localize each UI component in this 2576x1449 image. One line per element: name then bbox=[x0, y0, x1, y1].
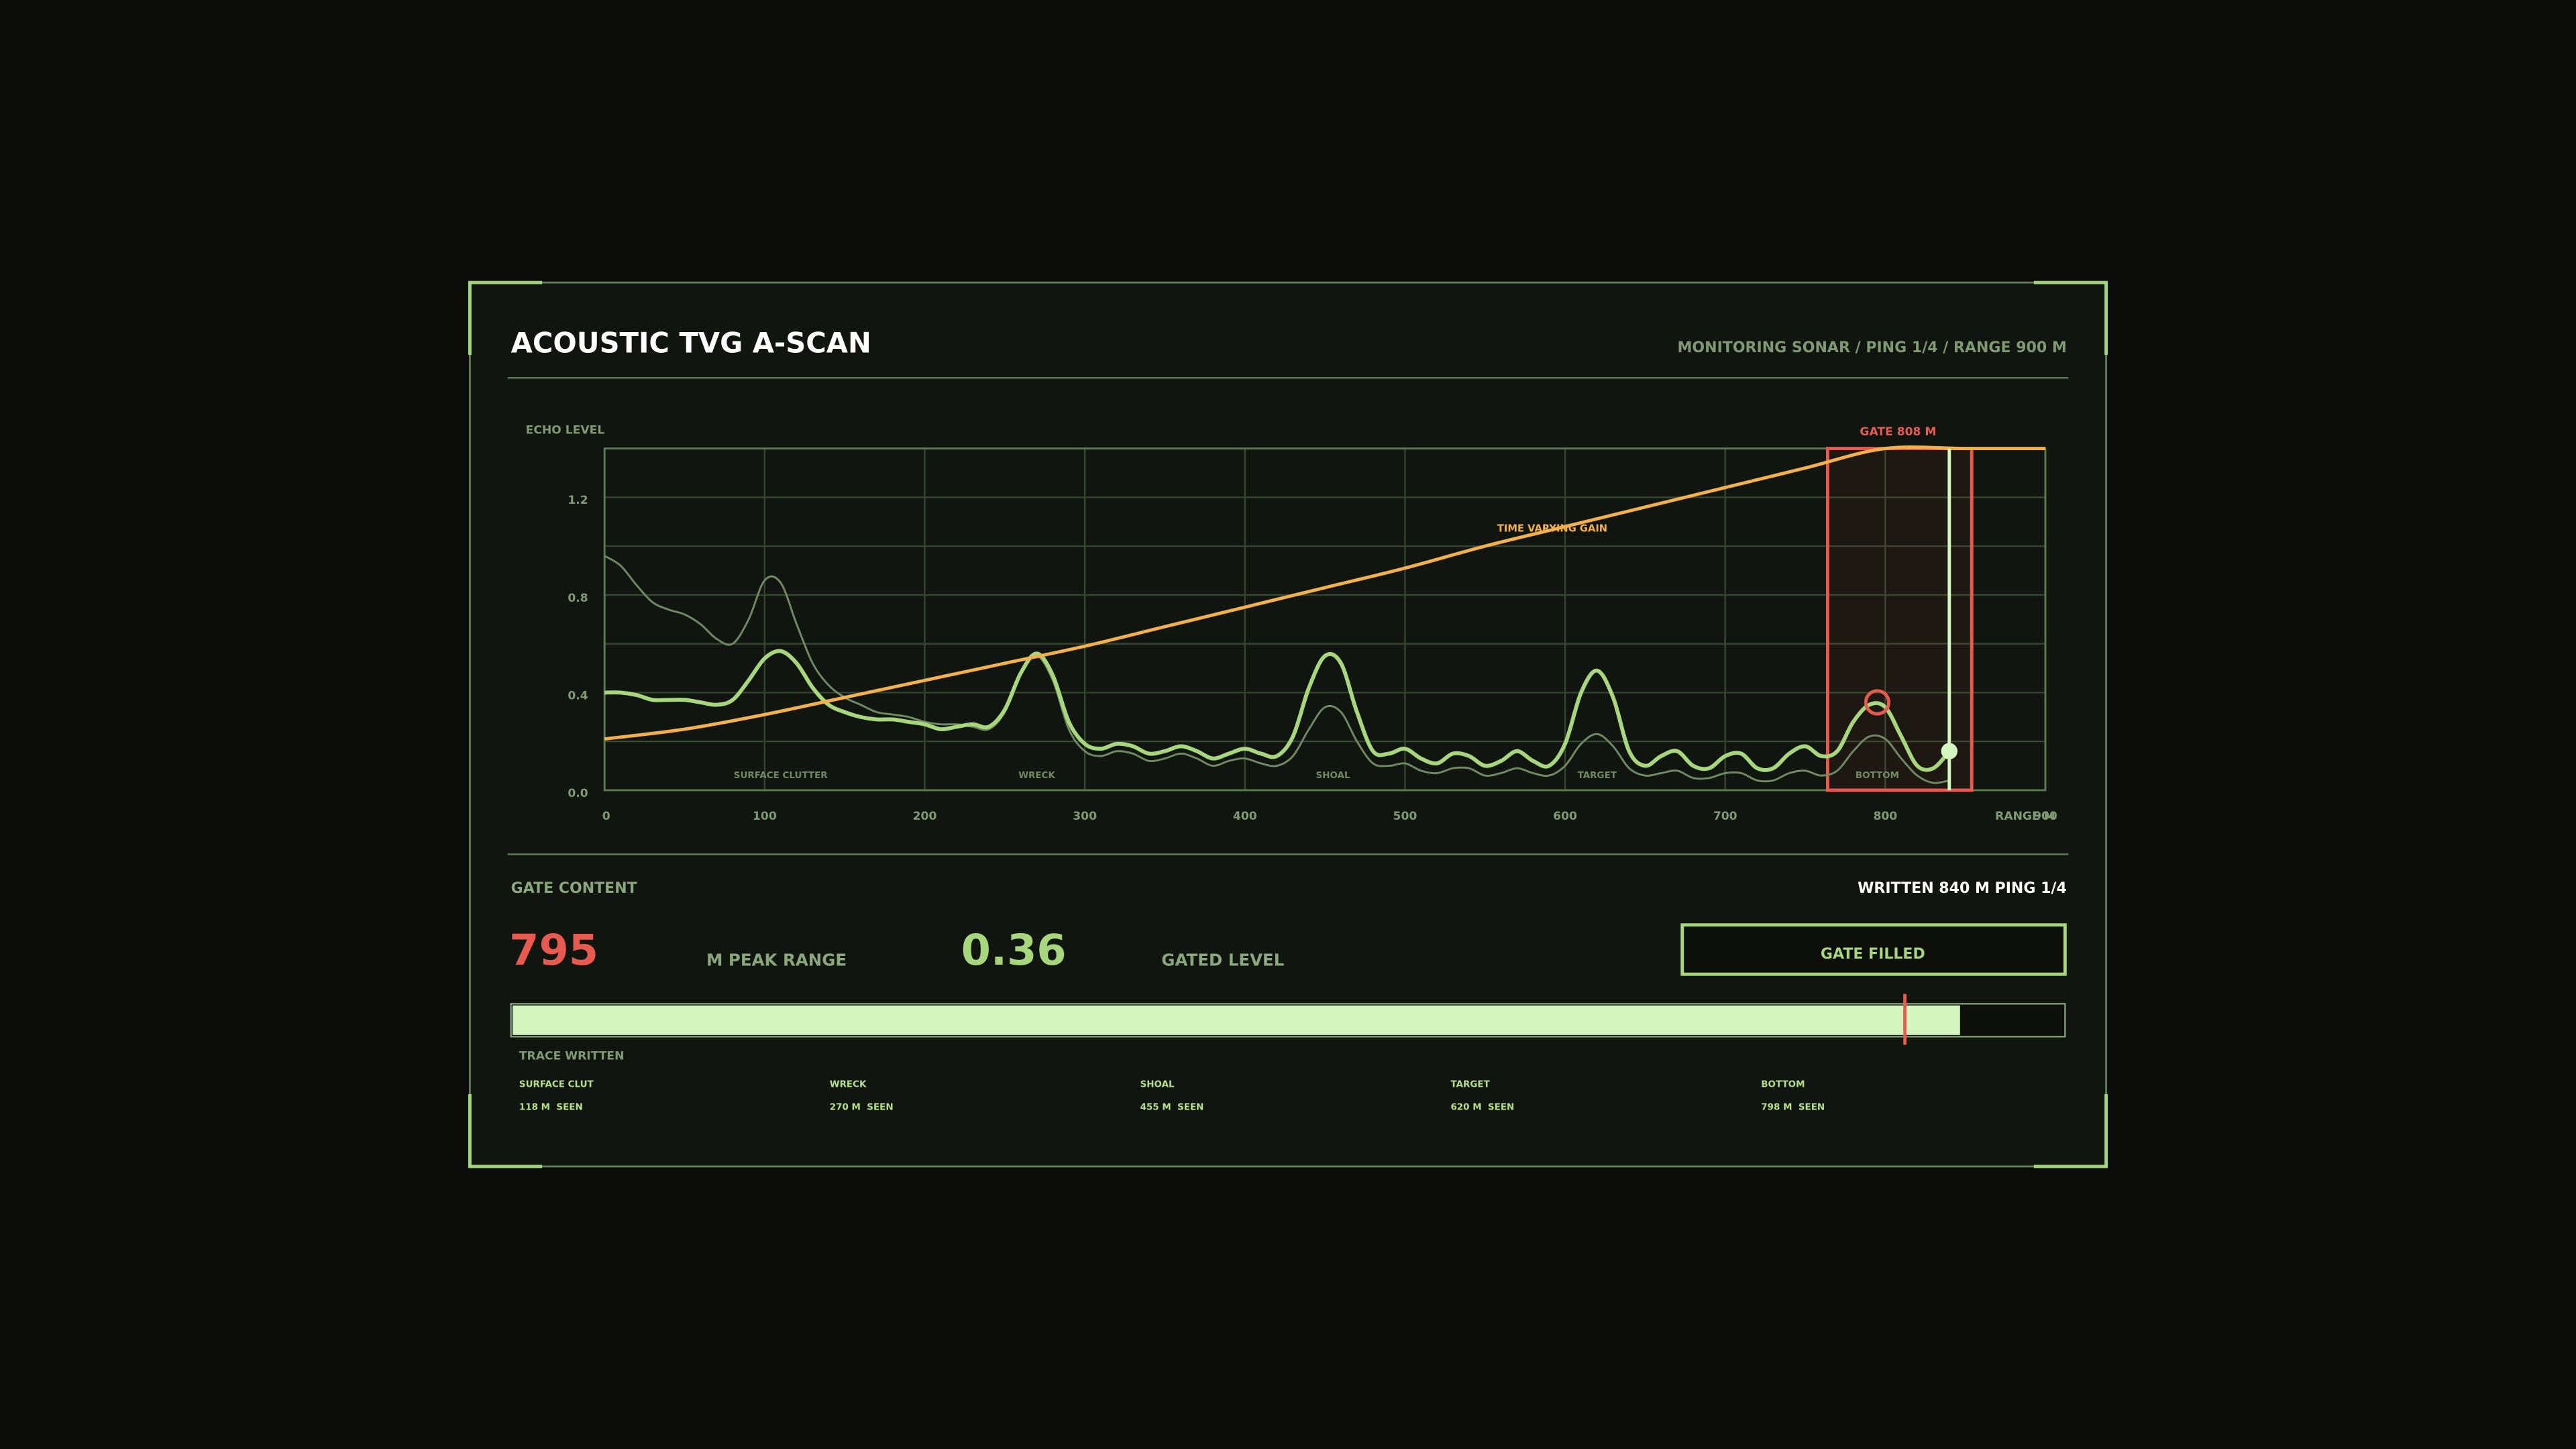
y-tick-label: 1.2 bbox=[568, 494, 588, 507]
y-tick-label: 0.4 bbox=[568, 689, 588, 702]
y-tick-label: 0.8 bbox=[568, 592, 588, 605]
region-label: SHOAL bbox=[1316, 771, 1350, 781]
item-label: SHOAL bbox=[1140, 1079, 1175, 1089]
region-label: WRECK bbox=[1018, 771, 1055, 781]
button-label[interactable]: GATE FILLED bbox=[1821, 946, 1925, 963]
x-tick-label: 900 bbox=[2033, 810, 2057, 823]
cursor-dot bbox=[1941, 743, 1958, 759]
item-value: 270 M SEEN bbox=[830, 1103, 894, 1113]
status: MONITORING SONAR / PING 1/4 / RANGE 900 … bbox=[1678, 339, 2067, 356]
item-value: 118 M SEEN bbox=[519, 1103, 583, 1113]
item-label: SURFACE CLUT bbox=[519, 1079, 594, 1089]
x-tick-label: 0 bbox=[602, 810, 610, 823]
trace-line bbox=[604, 649, 1951, 772]
item-label: TARGET bbox=[1450, 1079, 1490, 1089]
progress-fill bbox=[513, 1005, 1960, 1035]
peak-range: 795 bbox=[509, 926, 598, 975]
readout-status: WRITTEN 840 M PING 1/4 bbox=[1858, 880, 2067, 897]
plot-frame bbox=[603, 447, 2047, 792]
y-axis-label: ECHO LEVEL bbox=[526, 424, 605, 437]
readout-title: GATE CONTENT bbox=[511, 880, 637, 897]
x-tick-label: 700 bbox=[1713, 810, 1737, 823]
item-label: BOTTOM bbox=[1761, 1079, 1805, 1089]
peak-range-label: M PEAK RANGE bbox=[706, 951, 847, 970]
x-tick-label: 400 bbox=[1233, 810, 1257, 823]
progress-label: TRACE WRITTEN bbox=[519, 1050, 625, 1063]
gate-button[interactable]: GATE FILLED bbox=[1680, 923, 2067, 976]
x-tick-label: 300 bbox=[1073, 810, 1097, 823]
corner-brackets bbox=[468, 280, 2108, 1169]
x-tick-label: 600 bbox=[1553, 810, 1577, 823]
region-label: BOTTOM bbox=[1856, 771, 1899, 781]
y-tick-label: 0.0 bbox=[568, 787, 588, 800]
trace-line bbox=[604, 445, 2045, 741]
trace-line bbox=[604, 555, 1950, 784]
gated-level-label: GATED LEVEL bbox=[1161, 951, 1284, 970]
region-label: SURFACE CLUTTER bbox=[734, 771, 828, 781]
gated-level: 0.36 bbox=[961, 926, 1067, 975]
peak-marker bbox=[1864, 689, 1891, 716]
gate-label: GATE 808 M bbox=[1860, 425, 1936, 439]
curve-label: TIME VARYING GAIN bbox=[1497, 523, 1607, 535]
button-frame[interactable] bbox=[1680, 923, 2067, 976]
item-value: 798 M SEEN bbox=[1761, 1103, 1825, 1113]
item-value: 620 M SEEN bbox=[1450, 1103, 1514, 1113]
item-label: WRECK bbox=[830, 1079, 867, 1089]
x-axis-label: RANGE M bbox=[1995, 810, 2055, 823]
x-tick-label: 500 bbox=[1393, 810, 1417, 823]
region-label: TARGET bbox=[1578, 771, 1617, 781]
x-tick-label: 800 bbox=[1873, 810, 1897, 823]
item-value: 455 M SEEN bbox=[1140, 1103, 1204, 1113]
x-tick-label: 100 bbox=[753, 810, 777, 823]
title: ACOUSTIC TVG A-SCAN bbox=[511, 326, 871, 359]
x-tick-label: 200 bbox=[913, 810, 937, 823]
